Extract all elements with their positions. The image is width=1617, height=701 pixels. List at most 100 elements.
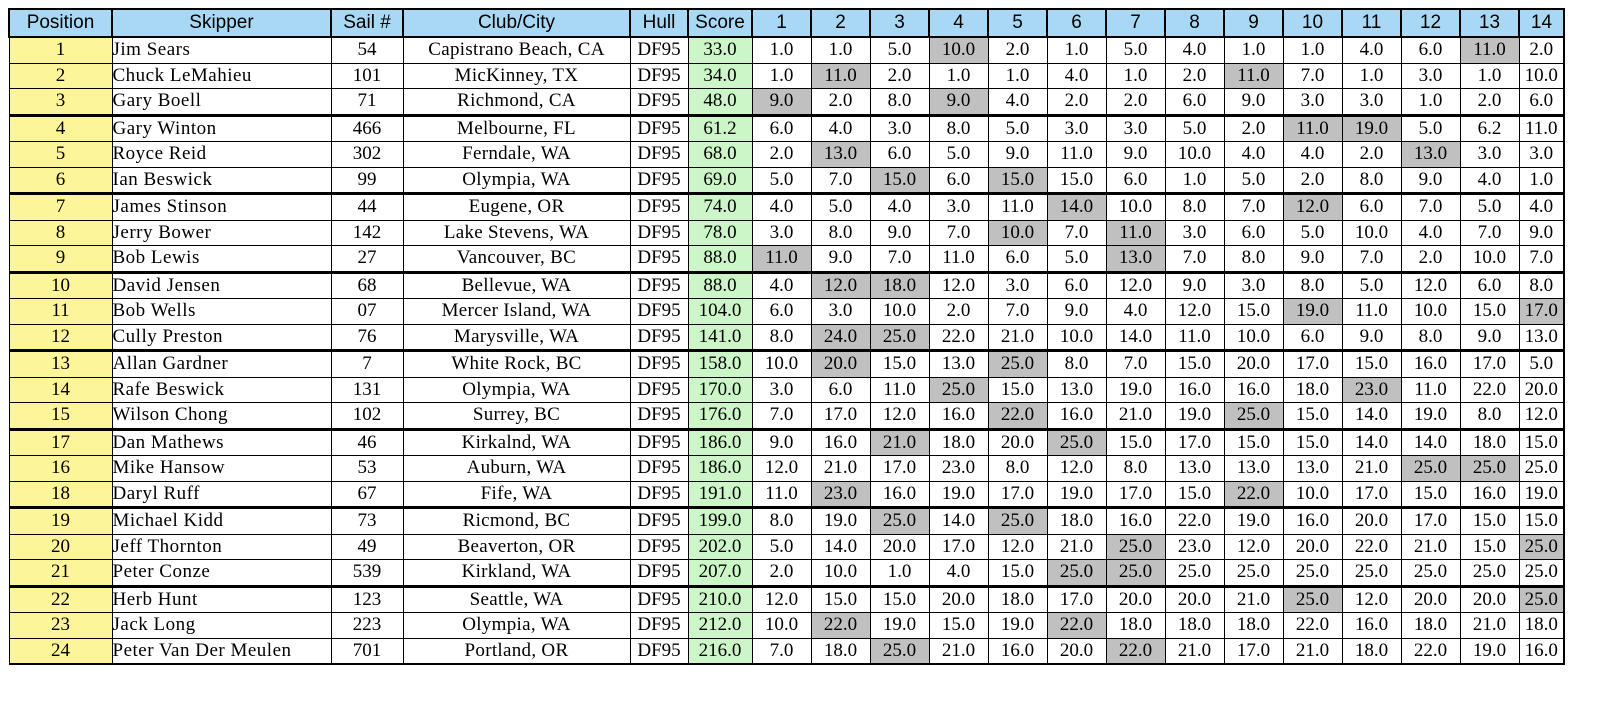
score-cell: 69.0 (687, 166, 753, 195)
table-row: 14 Rafe Beswick 131 Olympia, WA DF95 170.0 3.0… (8, 376, 1565, 403)
race-14-cell: 9.0 (1518, 219, 1565, 246)
race-14-cell: 17.0 (1518, 298, 1565, 325)
race-3-cell: 18.0 (869, 271, 930, 299)
race-1-cell: 6.0 (751, 298, 812, 325)
race-8-cell: 5.0 (1164, 114, 1225, 142)
results-sheet: Position Skipper Sail # Club/City Hull S… (8, 8, 1565, 665)
race-7-cell: 4.0 (1105, 298, 1166, 325)
race-13-cell: 25.0 (1459, 559, 1520, 588)
race-3-cell: 10.0 (869, 298, 930, 325)
race-4-cell: 3.0 (928, 193, 989, 221)
skipper-cell: James Stinson (111, 193, 332, 221)
race-13-cell: 11.0 (1459, 36, 1520, 64)
race-1-cell: 2.0 (751, 141, 812, 168)
race-4-cell: 16.0 (928, 402, 989, 431)
race-11-cell: 4.0 (1341, 36, 1402, 64)
race-10-cell: 5.0 (1282, 219, 1343, 246)
sail-number-cell: 54 (330, 36, 404, 64)
race-6-cell: 10.0 (1046, 323, 1107, 352)
table-row: 23 Jack Long 223 Olympia, WA DF95 212.0 10.0 22… (8, 612, 1565, 639)
race-9-cell: 1.0 (1223, 36, 1284, 64)
table-row: 17 Dan Mathews 46 Kirkalnd, WA DF95 186.0 9.0 1… (8, 428, 1565, 456)
score-cell: 104.0 (687, 298, 753, 325)
race-7-cell: 6.0 (1105, 166, 1166, 195)
club-city-cell: Ferndale, WA (402, 141, 631, 168)
table-row: 1 Jim Sears 54 Capistrano Beach, CA DF95 33.0… (8, 36, 1565, 64)
race-5-cell: 10.0 (987, 219, 1048, 246)
club-city-cell: Seattle, WA (402, 585, 631, 613)
hull-cell: DF95 (629, 350, 689, 378)
table-row: 22 Herb Hunt 123 Seattle, WA DF95 210.0 12.0 15… (8, 585, 1565, 613)
race-2-cell: 14.0 (810, 533, 871, 560)
club-city-cell: Kirkalnd, WA (402, 428, 631, 456)
table-row: 21 Peter Conze 539 Kirkland, WA DF95 207.0 2.0… (8, 559, 1565, 588)
score-cell: 191.0 (687, 480, 753, 509)
race-5-cell: 19.0 (987, 612, 1048, 639)
club-city-cell: MicKinney, TX (402, 62, 631, 89)
race-9-cell: 25.0 (1223, 402, 1284, 431)
skipper-cell: Jerry Bower (111, 219, 332, 246)
race-13-cell: 10.0 (1459, 245, 1520, 274)
sail-number-cell: 53 (330, 455, 404, 482)
race-4-cell: 18.0 (928, 428, 989, 456)
race-4-cell: 1.0 (928, 62, 989, 89)
race-4-cell: 17.0 (928, 533, 989, 560)
position-cell: 4 (8, 114, 113, 142)
sail-number-cell: 102 (330, 402, 404, 431)
skipper-cell: Dan Mathews (111, 428, 332, 456)
sail-number-cell: 701 (330, 637, 404, 665)
race-9-cell: 11.0 (1223, 62, 1284, 89)
race-5-cell: 25.0 (987, 507, 1048, 535)
club-city-cell: Mercer Island, WA (402, 298, 631, 325)
score-cell: 199.0 (687, 507, 753, 535)
race-1-cell: 5.0 (751, 166, 812, 195)
sail-number-cell: 223 (330, 612, 404, 639)
position-cell: 12 (8, 323, 113, 352)
race-5-cell: 1.0 (987, 62, 1048, 89)
race-12-cell: 8.0 (1400, 323, 1461, 352)
race-4-cell: 21.0 (928, 637, 989, 665)
race-8-cell: 7.0 (1164, 245, 1225, 274)
race-5-cell: 21.0 (987, 323, 1048, 352)
race-5-cell: 9.0 (987, 141, 1048, 168)
race-2-cell: 15.0 (810, 585, 871, 613)
race-7-cell: 22.0 (1105, 637, 1166, 665)
score-cell: 170.0 (687, 376, 753, 403)
skipper-cell: Chuck LeMahieu (111, 62, 332, 89)
race-10-cell: 25.0 (1282, 559, 1343, 588)
race-7-cell: 20.0 (1105, 585, 1166, 613)
race-7-cell: 18.0 (1105, 612, 1166, 639)
race-2-cell: 10.0 (810, 559, 871, 588)
race-12-cell: 11.0 (1400, 376, 1461, 403)
sail-number-cell: 466 (330, 114, 404, 142)
race-14-cell: 15.0 (1518, 507, 1565, 535)
race-2-cell: 19.0 (810, 507, 871, 535)
hull-cell: DF95 (629, 271, 689, 299)
position-cell: 5 (8, 141, 113, 168)
race-4-cell: 7.0 (928, 219, 989, 246)
race-8-cell: 23.0 (1164, 533, 1225, 560)
race-11-cell: 25.0 (1341, 559, 1402, 588)
club-city-cell: Melbourne, FL (402, 114, 631, 142)
race-10-cell: 2.0 (1282, 166, 1343, 195)
race-6-cell: 3.0 (1046, 114, 1107, 142)
race-6-cell: 4.0 (1046, 62, 1107, 89)
position-cell: 22 (8, 585, 113, 613)
hull-cell: DF95 (629, 88, 689, 117)
table-row: 19 Michael Kidd 73 Ricmond, BC DF95 199.0 8.0 1… (8, 507, 1565, 535)
race-10-cell: 18.0 (1282, 376, 1343, 403)
hull-cell: DF95 (629, 507, 689, 535)
race-13-cell: 15.0 (1459, 533, 1520, 560)
race-14-cell: 16.0 (1518, 637, 1565, 665)
race-9-cell: 3.0 (1223, 271, 1284, 299)
race-11-cell: 3.0 (1341, 88, 1402, 117)
race-13-cell: 5.0 (1459, 193, 1520, 221)
race-5-cell: 18.0 (987, 585, 1048, 613)
skipper-cell: Bob Lewis (111, 245, 332, 274)
score-cell: 61.2 (687, 114, 753, 142)
table-row: 18 Daryl Ruff 67 Fife, WA DF95 191.0 11.0 23.0 1… (8, 480, 1565, 509)
score-cell: 176.0 (687, 402, 753, 431)
race-4-cell: 5.0 (928, 141, 989, 168)
race-8-cell: 4.0 (1164, 36, 1225, 64)
race-6-cell: 25.0 (1046, 428, 1107, 456)
